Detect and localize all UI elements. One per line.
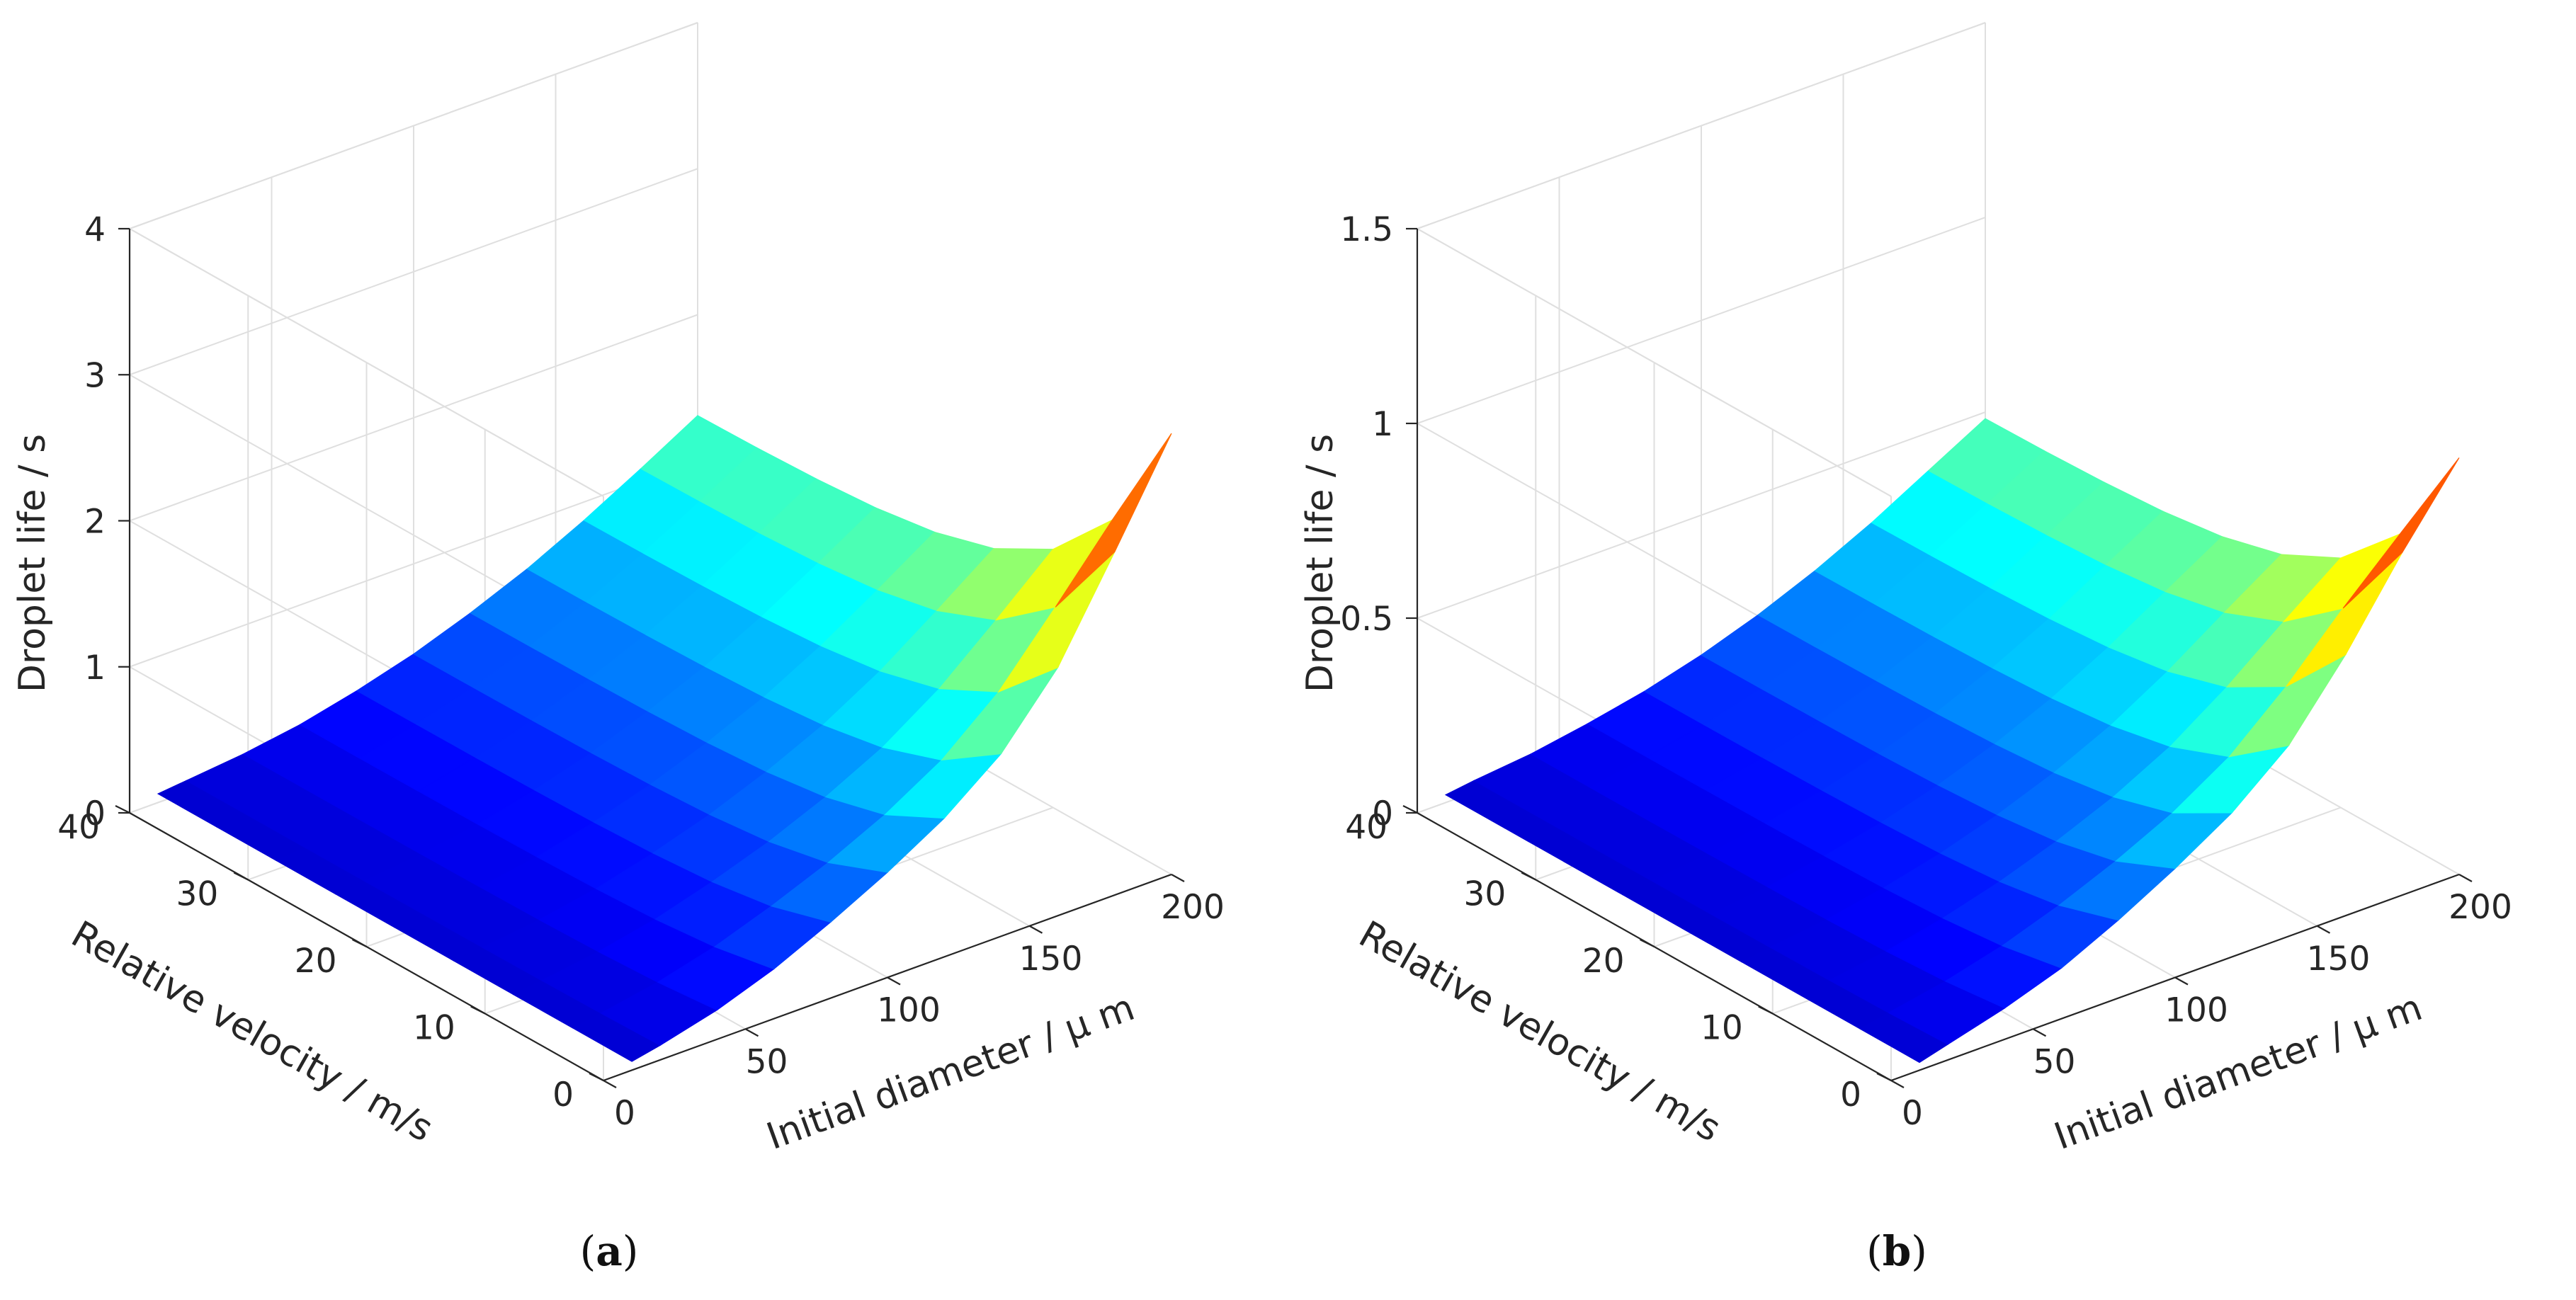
x-axis-title: Initial diameter / μ m bbox=[2049, 986, 2428, 1158]
x-tick bbox=[2032, 1028, 2047, 1037]
y-tick bbox=[352, 939, 367, 947]
box-edge bbox=[1417, 22, 1986, 229]
caption-close: ) bbox=[1911, 1227, 1927, 1275]
x-axis-title: Initial diameter / μ m bbox=[761, 986, 1140, 1158]
caption-open: ( bbox=[580, 1227, 596, 1275]
z-tick-label: 3 bbox=[84, 356, 106, 395]
y-tick bbox=[115, 805, 130, 814]
y-tick bbox=[470, 1005, 486, 1015]
y-tick bbox=[233, 872, 249, 881]
x-tick-label: 100 bbox=[2164, 991, 2228, 1030]
y-tick bbox=[1640, 939, 1655, 947]
z-tick-label: 0 bbox=[84, 794, 106, 833]
x-tick-label: 0 bbox=[1902, 1094, 1923, 1133]
y-tick bbox=[1876, 1073, 1892, 1081]
surface-patch bbox=[2342, 457, 2460, 609]
y-tick-label: 30 bbox=[1463, 875, 1506, 914]
x-tick-label: 100 bbox=[877, 991, 941, 1030]
caption-letter: a bbox=[596, 1227, 623, 1275]
x-tick-label: 0 bbox=[614, 1094, 635, 1133]
y-tick-label: 20 bbox=[295, 942, 337, 981]
z-tick-label: 1 bbox=[1372, 405, 1393, 444]
caption-letter: b bbox=[1883, 1227, 1912, 1275]
box-edge bbox=[1417, 228, 1892, 497]
x-tick bbox=[1890, 1080, 1905, 1088]
x-tick-label: 50 bbox=[746, 1042, 788, 1081]
x-tick-label: 150 bbox=[2307, 940, 2371, 979]
chart-panel-a: 0 50 100 150 200 0 10 20 30 40 0 1 2 3 4 Initial diamet… bbox=[11, 22, 1225, 1275]
surface-patch bbox=[1055, 433, 1172, 608]
y-axis-title: Relative velocity / m/s bbox=[64, 913, 440, 1151]
surface bbox=[1444, 418, 2460, 1064]
y-tick bbox=[1758, 1005, 1774, 1015]
z-tick-label: 1.5 bbox=[1340, 210, 1393, 249]
x-tick bbox=[2174, 976, 2189, 986]
x-tick-label: 200 bbox=[1161, 888, 1225, 927]
chart-panel-b: 0 50 100 150 200 0 10 20 30 40 0 0.5 1 1.5 Initial dia… bbox=[1288, 0, 2575, 1300]
panel-caption: (a) bbox=[580, 1227, 639, 1275]
box-edge bbox=[129, 228, 604, 497]
x-tick bbox=[1171, 874, 1185, 882]
caption-open: ( bbox=[1866, 1227, 1883, 1275]
z-tick-label: 2 bbox=[84, 503, 106, 542]
y-tick-label: 0 bbox=[552, 1076, 574, 1114]
x-tick-label: 200 bbox=[2449, 888, 2512, 927]
y-tick bbox=[1521, 872, 1536, 881]
x-tick bbox=[1028, 925, 1043, 934]
y-axis-title: Relative velocity / m/s bbox=[1352, 913, 1727, 1151]
y-tick-label: 30 bbox=[176, 875, 218, 914]
surface bbox=[157, 415, 1172, 1062]
y-tick-label: 40 bbox=[1345, 808, 1388, 847]
z-tick-label: 1 bbox=[84, 649, 106, 688]
x-tick bbox=[2316, 925, 2331, 934]
x-tick-label: 50 bbox=[2033, 1042, 2076, 1081]
y-tick bbox=[589, 1073, 604, 1081]
y-tick-label: 0 bbox=[1840, 1076, 1861, 1114]
y-tick-label: 20 bbox=[1582, 942, 1625, 981]
x-tick bbox=[2458, 874, 2473, 882]
x-tick bbox=[603, 1080, 617, 1088]
y-tick bbox=[1402, 805, 1418, 814]
z-axis-title: Droplet life / s bbox=[1299, 434, 1341, 692]
z-tick-label: 0 bbox=[1372, 794, 1393, 833]
z-tick-label: 4 bbox=[84, 210, 106, 249]
y-tick-label: 40 bbox=[57, 808, 100, 847]
panel-caption: (b) bbox=[1866, 1227, 1927, 1275]
z-axis-title: Droplet life / s bbox=[11, 434, 54, 692]
box-edge bbox=[129, 22, 698, 229]
y-tick-label: 10 bbox=[1701, 1009, 1743, 1048]
x-tick bbox=[744, 1028, 759, 1037]
y-tick-label: 10 bbox=[413, 1009, 455, 1048]
caption-close: ) bbox=[623, 1227, 639, 1275]
x-tick-label: 150 bbox=[1019, 940, 1083, 979]
x-tick bbox=[887, 976, 901, 986]
z-tick-label: 0.5 bbox=[1340, 600, 1393, 639]
